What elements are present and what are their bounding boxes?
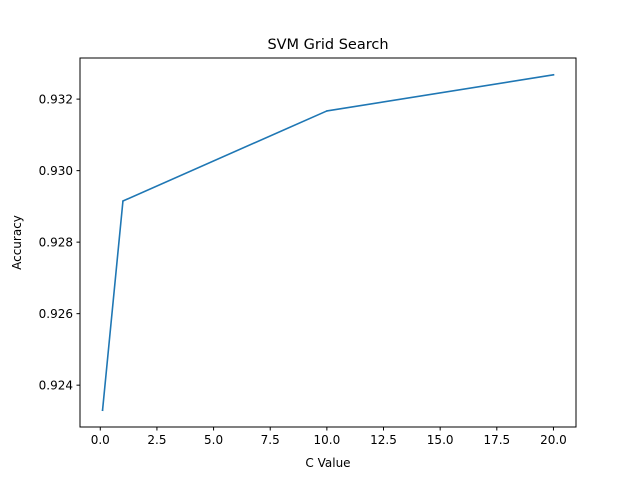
y-axis-label: Accuracy bbox=[10, 215, 24, 270]
data-point bbox=[552, 74, 555, 76]
x-tick-label: 17.5 bbox=[483, 433, 510, 447]
x-tick-label: 20.0 bbox=[540, 433, 567, 447]
y-tick-label: 0.932 bbox=[39, 92, 73, 106]
series-layer bbox=[101, 73, 555, 412]
x-axis: 0.0 2.5 5.0 7.5 10.0 12.5 15.0 17.5 20.0 bbox=[91, 427, 567, 447]
data-point bbox=[101, 409, 104, 411]
x-tick-label: 5.0 bbox=[204, 433, 223, 447]
axes-frame bbox=[79, 57, 577, 428]
y-tick-label: 0.930 bbox=[39, 164, 73, 178]
y-tick-label: 0.926 bbox=[39, 307, 73, 321]
x-tick-label: 2.5 bbox=[147, 433, 166, 447]
x-tick-label: 0.0 bbox=[91, 433, 110, 447]
x-tick-label: 7.5 bbox=[261, 433, 280, 447]
y-axis: 0.924 0.926 0.928 0.930 0.932 bbox=[39, 92, 80, 392]
x-tick-label: 10.0 bbox=[314, 433, 341, 447]
data-point bbox=[122, 200, 124, 202]
x-tick-label: 15.0 bbox=[427, 433, 454, 447]
plot-area bbox=[79, 57, 577, 428]
x-axis-label: C Value bbox=[305, 456, 350, 470]
y-tick-label: 0.924 bbox=[39, 378, 73, 392]
series-line bbox=[101, 73, 555, 412]
chart-title: SVM Grid Search bbox=[267, 37, 388, 53]
data-point bbox=[326, 110, 328, 112]
y-tick-label: 0.928 bbox=[39, 235, 73, 249]
x-tick-label: 12.5 bbox=[370, 433, 397, 447]
